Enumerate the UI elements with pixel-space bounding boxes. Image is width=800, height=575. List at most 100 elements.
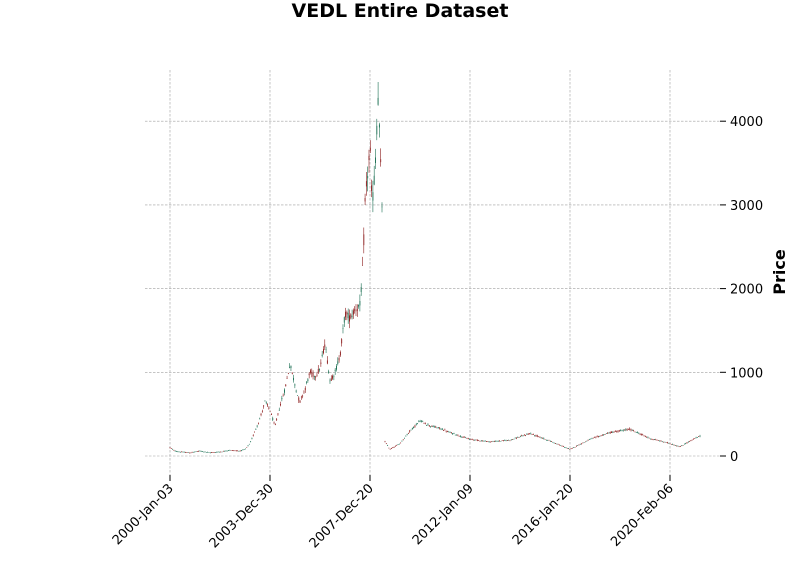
candle-body xyxy=(419,421,421,422)
candle-body xyxy=(243,449,245,450)
candle-body xyxy=(699,435,701,437)
candle-body xyxy=(384,441,386,443)
y-tick-label: 1000 xyxy=(730,366,763,381)
candle-body xyxy=(238,450,240,452)
candle-body xyxy=(428,425,430,426)
candle-body xyxy=(613,431,615,433)
candle-body xyxy=(691,439,693,441)
candle-body xyxy=(673,444,675,446)
candle-body xyxy=(365,181,367,187)
y-tick-label: 0 xyxy=(730,450,738,465)
candle-body xyxy=(634,431,636,433)
candle-body xyxy=(547,439,549,441)
y-axis-label: Price xyxy=(770,249,789,295)
candle-body xyxy=(680,446,681,447)
candle-body xyxy=(467,438,469,440)
candle-body xyxy=(668,442,670,444)
candle-body xyxy=(646,436,648,438)
candle-body xyxy=(648,437,650,439)
candle-body xyxy=(263,405,265,407)
candle-body xyxy=(630,429,632,431)
candle-body xyxy=(601,434,603,436)
candle-body xyxy=(187,452,189,453)
candle-body xyxy=(254,431,255,433)
candle-body xyxy=(600,435,602,437)
candle-body xyxy=(561,445,563,447)
candle-body xyxy=(644,436,646,437)
candle-body xyxy=(313,376,315,377)
candle-body xyxy=(549,441,551,442)
candle-body xyxy=(483,440,485,442)
candle-body xyxy=(304,388,306,391)
candle-body xyxy=(260,414,262,415)
candle-body xyxy=(603,434,605,436)
candle-body xyxy=(605,433,607,434)
candle-body xyxy=(596,436,598,437)
candle-body xyxy=(500,441,502,442)
candle-body xyxy=(216,452,218,453)
candle-body xyxy=(199,450,201,452)
candle-body xyxy=(693,438,694,440)
candle-body xyxy=(378,124,380,128)
candle-body xyxy=(250,441,252,443)
candle-body xyxy=(329,380,331,382)
candle-body xyxy=(506,440,508,441)
candle-body xyxy=(237,450,239,452)
candle-body xyxy=(281,397,283,400)
candle-body xyxy=(683,443,685,445)
candle-body xyxy=(247,445,249,447)
candle-body xyxy=(568,448,569,450)
candle-body xyxy=(674,445,676,446)
candle-body xyxy=(653,439,655,441)
candle-body xyxy=(172,449,174,450)
candle-body xyxy=(661,441,663,442)
candle-body xyxy=(542,437,543,439)
candle-body xyxy=(569,449,571,450)
candle-body xyxy=(689,441,691,442)
candle-body xyxy=(466,438,468,439)
candle-body xyxy=(242,449,244,451)
candle-body xyxy=(373,175,375,185)
candle-body xyxy=(432,425,434,428)
candle-body xyxy=(328,371,330,374)
candle-body xyxy=(531,434,533,435)
candle-body xyxy=(387,445,389,446)
candle-body xyxy=(650,438,651,440)
candle-body xyxy=(194,451,196,453)
candle-body xyxy=(170,448,172,449)
candle-body xyxy=(343,317,345,323)
candle-body xyxy=(422,421,424,423)
candle-body xyxy=(578,444,580,446)
candle-body xyxy=(694,438,696,439)
candle-body xyxy=(479,440,481,442)
candle-body xyxy=(588,439,590,440)
candle-body xyxy=(234,450,236,452)
candle-body xyxy=(536,435,538,437)
candle-body xyxy=(463,436,465,438)
candle-body xyxy=(532,434,534,435)
candle-body xyxy=(525,435,527,436)
candle-body xyxy=(316,374,318,376)
candle-body xyxy=(231,450,233,451)
y-tick-label: 3000 xyxy=(730,199,763,214)
candle-body xyxy=(611,431,612,433)
candle-body xyxy=(185,452,187,453)
candle-body xyxy=(192,451,194,453)
x-tick-label: 2016-Jan-20 xyxy=(510,481,577,548)
candle-body xyxy=(303,391,305,393)
candle-body xyxy=(351,315,353,317)
candle-body xyxy=(575,445,577,447)
candle-body xyxy=(218,451,220,453)
candle-body xyxy=(454,434,456,436)
candle-body xyxy=(285,384,287,387)
candle-body xyxy=(663,441,665,443)
candle-body xyxy=(643,435,645,437)
candle-body xyxy=(665,442,667,443)
candle-body xyxy=(505,440,507,441)
candle-body xyxy=(609,431,611,433)
candle-body xyxy=(224,451,226,452)
candle-body xyxy=(358,304,360,307)
candle-body xyxy=(426,425,428,426)
candle-body xyxy=(338,358,340,361)
candle-body xyxy=(544,439,546,440)
